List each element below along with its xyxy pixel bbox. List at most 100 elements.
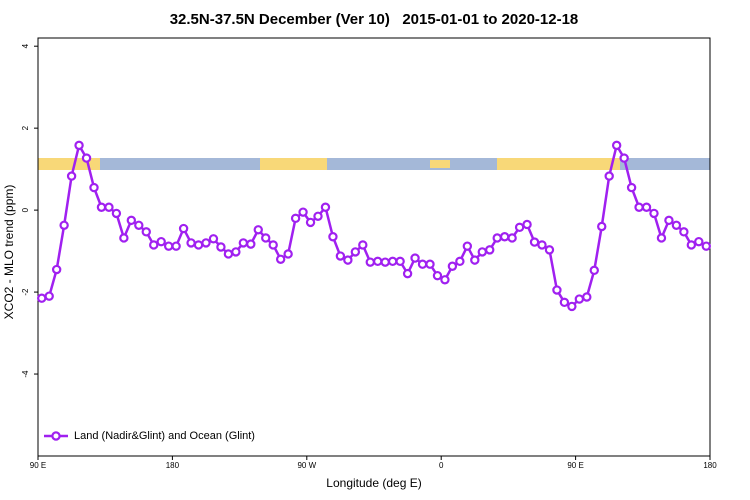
- data-point: [701, 241, 711, 251]
- data-point: [290, 213, 301, 224]
- data-point: [597, 221, 607, 232]
- data-point: [74, 140, 84, 151]
- x-tick-label: 180: [166, 461, 180, 470]
- data-point: [365, 257, 375, 267]
- data-point: [104, 202, 114, 212]
- x-tick-label: 90 E: [30, 461, 46, 470]
- data-point: [37, 293, 47, 303]
- data-point: [313, 211, 323, 221]
- data-point: [253, 225, 263, 235]
- x-axis-label: Longitude (deg E): [326, 476, 421, 490]
- data-point: [619, 153, 629, 163]
- data-point: [134, 220, 144, 230]
- data-point: [410, 253, 420, 263]
- data-point: [208, 234, 219, 244]
- data-point: [462, 241, 473, 251]
- data-point: [298, 207, 308, 217]
- land-band: [497, 158, 620, 170]
- legend-label: Land (Nadir&Glint) and Ocean (Glint): [74, 430, 255, 442]
- data-point: [529, 237, 540, 247]
- data-point: [163, 241, 174, 251]
- data-point: [96, 202, 107, 212]
- data-point: [141, 227, 151, 237]
- data-point: [522, 219, 532, 230]
- data-point: [246, 239, 256, 249]
- data-point: [261, 233, 271, 243]
- data-point: [223, 249, 234, 259]
- data-point: [305, 217, 316, 228]
- y-tick-label: -4: [21, 370, 30, 378]
- data-point: [119, 233, 129, 243]
- data-point: [425, 259, 435, 269]
- data-point: [492, 233, 502, 243]
- data-point: [552, 285, 562, 295]
- data-point: [417, 259, 428, 269]
- data-point: [537, 240, 547, 250]
- data-point: [149, 240, 159, 250]
- y-tick-label: 4: [21, 43, 30, 48]
- data-point: [626, 182, 637, 193]
- data-point: [81, 153, 92, 163]
- data-point: [402, 268, 413, 279]
- data-point: [649, 208, 659, 219]
- surface-band: [38, 158, 710, 170]
- data-point: [544, 245, 555, 255]
- data-point: [686, 240, 697, 250]
- data-point: [440, 275, 450, 285]
- chart-title: 32.5N-37.5N December (Ver 10) 2015-01-01…: [170, 11, 579, 28]
- data-point: [238, 238, 249, 248]
- data-point: [611, 140, 622, 151]
- x-tick-label: 180: [703, 461, 717, 470]
- data-point: [507, 233, 517, 243]
- data-point: [111, 208, 122, 219]
- data-point: [582, 292, 592, 302]
- data-point: [343, 255, 353, 265]
- data-point: [387, 256, 398, 267]
- data-point: [604, 171, 614, 181]
- data-point: [499, 232, 510, 242]
- data-point: [589, 265, 599, 276]
- data-point: [156, 236, 166, 247]
- data-point: [671, 220, 682, 230]
- data-point: [171, 241, 181, 251]
- data-point: [477, 247, 487, 257]
- data-point: [514, 222, 525, 233]
- data-point: [694, 236, 704, 247]
- x-tick-label: 0: [439, 461, 444, 470]
- data-point: [231, 247, 241, 257]
- data-point: [268, 240, 278, 250]
- data-point: [59, 220, 69, 230]
- y-tick-label: -2: [21, 288, 30, 296]
- data-point: [66, 171, 77, 181]
- data-point: [201, 238, 211, 248]
- data-point: [574, 294, 585, 304]
- data-point: [485, 245, 495, 255]
- data-point: [447, 261, 458, 271]
- data-point: [679, 227, 689, 237]
- y-axis-label: XCO2 - MLO trend (ppm): [2, 185, 16, 320]
- data-point: [328, 232, 338, 242]
- data-point: [186, 238, 196, 248]
- legend-marker: [51, 431, 61, 441]
- land-band: [260, 158, 327, 170]
- data-point: [51, 264, 62, 275]
- y-tick-label: 0: [21, 207, 30, 212]
- data-point: [641, 202, 652, 212]
- x-tick-label: 90 W: [297, 461, 316, 470]
- data-point: [335, 251, 346, 261]
- data-point: [470, 255, 480, 265]
- data-point: [559, 297, 570, 308]
- data-point: [656, 233, 667, 243]
- data-point: [358, 240, 368, 250]
- data-point: [634, 202, 644, 212]
- data-point: [567, 301, 577, 312]
- data-point: [275, 254, 286, 264]
- data-point: [178, 223, 189, 234]
- data-point: [373, 256, 383, 267]
- data-point: [350, 247, 361, 257]
- data-point: [216, 242, 226, 252]
- land-band: [430, 160, 450, 168]
